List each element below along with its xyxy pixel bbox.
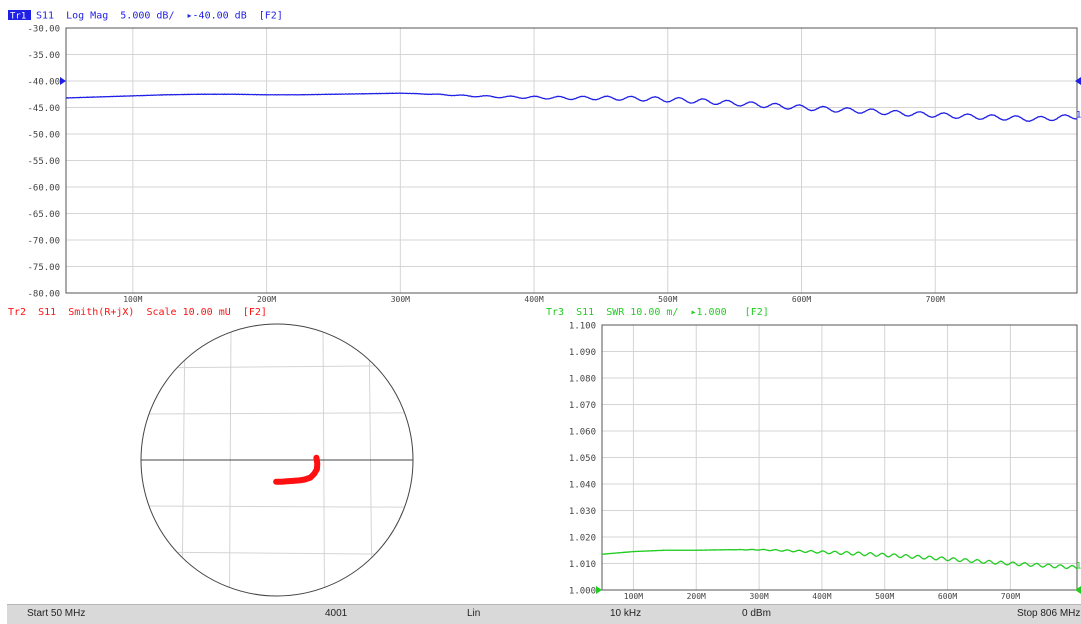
y-tick-label: -45.00 <box>27 104 60 114</box>
smith-grid-line <box>141 365 413 369</box>
trace3-x-axis-labels: 100M 200M 300M 400M 500M 600M 700M <box>624 592 1020 601</box>
smith-grid-line <box>141 551 413 555</box>
trace1-active-badge[interactable] <box>8 10 31 20</box>
y-tick-label: -65.00 <box>27 210 60 220</box>
trace1-badge-label: Tr1 <box>10 12 26 22</box>
x-tick-label: 300M <box>391 295 410 304</box>
trace3-plot-border <box>601 324 1078 591</box>
trace2-title[interactable]: Tr2 S11 Smith(R+jX) Scale 10.00 mU [F2] <box>8 307 267 318</box>
trace1-x-axis-labels: 100M 200M 300M 400M 500M 600M 700M <box>123 295 945 304</box>
y-tick-label: 1.030 <box>569 507 596 517</box>
y-tick-label: 1.090 <box>569 348 596 358</box>
trace1-end-label: 1 <box>1076 111 1081 121</box>
trace1-panel: Tr1 S11 Log Mag 5.000 dB/ ▸-40.00 dB [F2… <box>7 0 1081 304</box>
y-tick-label: -30.00 <box>27 25 60 35</box>
y-tick-label: -75.00 <box>27 263 60 273</box>
y-tick-label: 1.010 <box>569 560 596 570</box>
x-tick-label: 500M <box>875 592 894 601</box>
trace1-panel-bg <box>7 0 1081 301</box>
y-tick-label: 1.080 <box>569 375 596 385</box>
y-tick-label: -60.00 <box>27 184 60 194</box>
trace2-panel: Tr2 S11 Smith(R+jX) Scale 10.00 mU [F2] <box>8 307 414 597</box>
analyzer-screen: Tr1 S11 Log Mag 5.000 dB/ ▸-40.00 dB [F2… <box>7 0 1081 601</box>
status-bar: Start 50 MHz 4001 Lin 10 kHz 0 dBm Stop … <box>7 604 1081 624</box>
y-tick-label: 1.060 <box>569 428 596 438</box>
smith-grid-line <box>141 412 413 415</box>
x-tick-label: 500M <box>658 295 677 304</box>
y-tick-label: -70.00 <box>27 237 60 247</box>
trace3-title[interactable]: Tr3 S11 SWR 10.00 m/ ▸1.000 [F2] <box>546 307 769 318</box>
x-tick-label: 400M <box>812 592 831 601</box>
trace1-y-axis-labels: -30.00 -35.00 -40.00 -45.00 -50.00 -55.00 -60.… <box>27 25 60 300</box>
trace1-reference-marker-right[interactable] <box>1075 77 1081 85</box>
trace3-reference-marker-right[interactable] <box>1075 586 1081 594</box>
status-stop-frequency[interactable]: Stop 806 MHz <box>1017 608 1081 619</box>
status-points[interactable]: 4001 <box>325 608 348 619</box>
x-tick-label: 400M <box>524 295 543 304</box>
x-tick-label: 200M <box>687 592 706 601</box>
status-power[interactable]: 0 dBm <box>742 608 771 619</box>
y-tick-label: 1.020 <box>569 534 596 544</box>
trace3-line <box>601 548 1078 570</box>
y-tick-label: -55.00 <box>27 157 60 167</box>
y-tick-label: -35.00 <box>27 51 60 61</box>
trace1-line <box>65 92 1078 122</box>
y-tick-label: 1.050 <box>569 454 596 464</box>
status-start-frequency[interactable]: Start 50 MHz <box>27 608 86 619</box>
trace3-reference-marker-left[interactable] <box>596 586 602 594</box>
y-tick-label: 1.100 <box>569 322 596 332</box>
status-if-bandwidth[interactable]: 10 kHz <box>610 608 642 619</box>
trace3-panel: Tr3 S11 SWR 10.00 m/ ▸1.000 [F2] 1.1001.… <box>546 307 1081 601</box>
x-tick-label: 200M <box>257 295 276 304</box>
trace3-end-label: 1 <box>1076 561 1081 571</box>
x-tick-label: 100M <box>624 592 643 601</box>
smith-grid-line <box>141 505 413 508</box>
trace1-title[interactable]: S11 Log Mag 5.000 dB/ ▸-40.00 dB [F2] <box>36 11 283 22</box>
y-tick-label: -50.00 <box>27 131 60 141</box>
trace1-plot-border <box>65 27 1078 294</box>
y-tick-label: 1.040 <box>569 481 596 491</box>
status-sweep-type[interactable]: Lin <box>467 608 481 619</box>
y-tick-label: 1.000 <box>569 587 596 597</box>
y-tick-label: -80.00 <box>27 290 60 300</box>
y-tick-label: 1.070 <box>569 401 596 411</box>
trace1-reference-marker-left[interactable] <box>60 77 66 85</box>
x-tick-label: 700M <box>926 295 945 304</box>
x-tick-label: 100M <box>123 295 142 304</box>
y-tick-label: -40.00 <box>27 78 60 88</box>
x-tick-label: 600M <box>792 295 811 304</box>
x-tick-label: 600M <box>938 592 957 601</box>
x-tick-label: 300M <box>749 592 768 601</box>
trace2-smith-trace <box>273 454 321 485</box>
trace3-y-axis-labels: 1.100 1.090 1.080 1.070 1.060 1.050 1.040 1.030… <box>569 322 596 597</box>
x-tick-label: 700M <box>1001 592 1020 601</box>
